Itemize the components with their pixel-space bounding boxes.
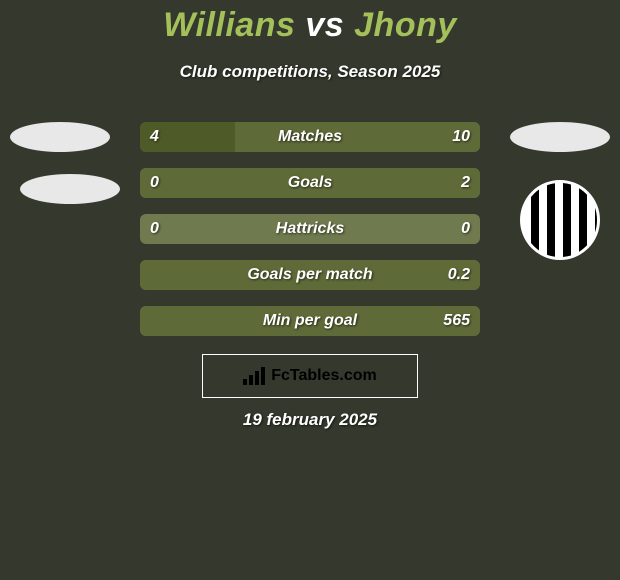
stat-row: 4 10 Matches [140,122,480,152]
stat-label: Matches [278,128,342,146]
chart-icon [243,367,265,385]
page-title: Willians vs Jhony [0,6,620,45]
stat-row: 0 0 Hattricks [140,214,480,244]
stat-left-value: 0 [150,174,159,192]
stat-label: Min per goal [263,312,357,330]
stat-label: Goals per match [247,266,372,284]
stat-row: 565 Min per goal [140,306,480,336]
stat-row: 0 2 Goals [140,168,480,198]
player2-avatar-placeholder [510,122,610,152]
player2-club-crest [520,180,600,260]
stat-left-value: 0 [150,220,159,238]
date-text: 19 february 2025 [0,410,620,430]
watermark-text: FcTables.com [271,367,377,385]
player2-name: Jhony [354,6,457,44]
comparison-infographic: Willians vs Jhony Club competitions, Sea… [0,0,620,580]
stat-rows: 4 10 Matches 0 2 Goals 0 0 Hattricks 0.2 Goals per… [140,122,480,352]
stat-right-value: 2 [461,174,470,192]
stat-right-value: 565 [443,312,470,330]
stat-row: 0.2 Goals per match [140,260,480,290]
stat-right-value: 0.2 [448,266,470,284]
stat-right-fill [235,122,480,152]
watermark-badge: FcTables.com [202,354,418,398]
player1-avatar-placeholder [10,122,110,152]
vs-text: vs [305,6,344,44]
subtitle: Club competitions, Season 2025 [0,62,620,82]
stat-right-value: 10 [452,128,470,146]
stat-label: Hattricks [276,220,344,238]
stat-left-value: 4 [150,128,159,146]
player1-name: Willians [163,6,295,44]
stat-right-value: 0 [461,220,470,238]
stat-label: Goals [288,174,332,192]
player1-club-placeholder [20,174,120,204]
